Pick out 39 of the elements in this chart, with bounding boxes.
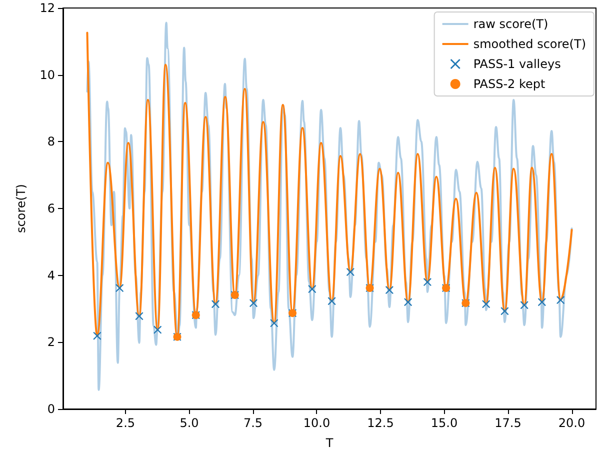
legend-label: raw score(T) [473, 17, 548, 31]
point [154, 326, 162, 334]
x-tick-label: 17.5 [494, 416, 522, 430]
y-axis-title: score(T) [14, 184, 28, 233]
point [135, 312, 144, 320]
point [520, 301, 528, 310]
point [404, 298, 412, 306]
point [423, 278, 432, 286]
y-tick-label: 8 [47, 134, 55, 149]
legend-label: smoothed score(T) [473, 37, 586, 51]
point [385, 286, 394, 294]
point [308, 285, 316, 294]
point [482, 300, 490, 308]
point [270, 319, 278, 328]
x-tick-label: 20.0 [558, 416, 586, 430]
point [212, 300, 220, 308]
point [500, 307, 509, 316]
point [93, 332, 102, 340]
x-tick-label: 5.0 [180, 416, 199, 430]
point [116, 284, 124, 292]
legend-label: PASS-1 valleys [473, 57, 561, 71]
legend-label: PASS-2 kept [473, 77, 546, 91]
x-tick-label: 10.0 [303, 416, 330, 430]
point [346, 268, 354, 276]
point [328, 297, 336, 306]
x-tick-label: 15.0 [430, 416, 458, 430]
y-tick-label: 2 [47, 335, 55, 350]
point [556, 296, 565, 304]
y-tick-label: 4 [47, 268, 55, 282]
y-tick-label: 0 [47, 402, 55, 416]
x-tick-label: 7.5 [243, 416, 263, 430]
x-tick-label: 12.5 [367, 416, 394, 430]
point [250, 299, 258, 308]
y-tick-label: 10 [40, 68, 55, 82]
y-tick-label: 12 [40, 1, 55, 15]
point [538, 298, 546, 306]
x-tick-label: 2.5 [116, 416, 136, 430]
x-axis-title: T [324, 436, 334, 450]
y-tick-label: 6 [47, 202, 55, 216]
